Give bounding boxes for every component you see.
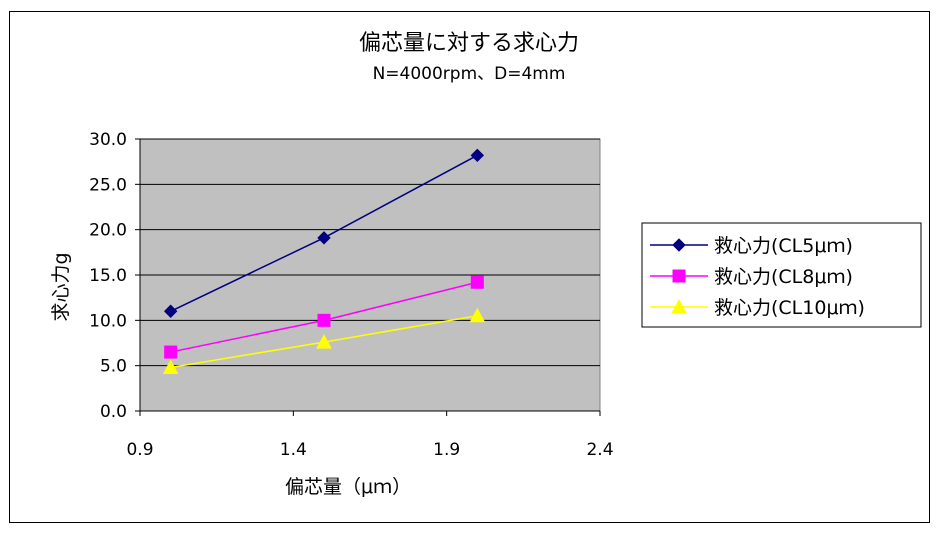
legend: 救心力(CL5μｍ) 救心力(CL8μｍ) 救心力(CL10μｍ) (641, 222, 922, 328)
y-axis-title: 求心力g (50, 252, 72, 321)
data-point-diamond (163, 304, 178, 318)
data-point-triangle (162, 359, 179, 374)
y-tick-label: 0.0 (100, 402, 127, 422)
chart-frame: 偏芯量に対する求心力 N=4000rpm、D=4mm 0.0 5.0 10.0 15.… (9, 11, 930, 523)
legend-label: 救心力(CL8μｍ) (714, 266, 853, 288)
data-point-diamond (470, 148, 485, 163)
y-axis-ticks: 0.0 5.0 10.0 15.0 20.0 25.0 30.0 (89, 130, 141, 422)
data-point-triangle (469, 307, 486, 323)
data-point-diamond (672, 238, 686, 252)
x-tick-label: 1.4 (280, 440, 307, 460)
legend-label: 救心力(CL5μｍ) (714, 235, 853, 257)
chart-subtitle: N=4000rpm、D=4mm (373, 64, 566, 84)
y-tick-label: 5.0 (100, 357, 127, 377)
x-tick-label: 0.9 (126, 440, 153, 460)
plot-area (139, 138, 601, 412)
legend-item-2: 救心力(CL8μｍ) (650, 266, 853, 288)
series-3 (162, 307, 486, 374)
series-1 (163, 148, 485, 318)
chart-svg: 偏芯量に対する求心力 N=4000rpm、D=4mm 0.0 5.0 10.0 15.… (50, 31, 922, 498)
data-point-square (317, 313, 331, 327)
data-point-square (470, 275, 484, 289)
data-point-diamond (317, 231, 331, 245)
x-axis-title: 偏芯量（μｍ） (285, 476, 411, 498)
data-point-square (164, 345, 178, 359)
y-tick-label: 25.0 (89, 175, 127, 195)
y-tick-label: 10.0 (89, 311, 127, 331)
y-tick-label: 15.0 (89, 266, 127, 286)
legend-item-3: 救心力(CL10μｍ) (650, 297, 865, 319)
y-tick-label: 20.0 (89, 221, 127, 241)
data-point-square (672, 269, 686, 283)
data-point-triangle (316, 334, 332, 349)
legend-item-1: 救心力(CL5μｍ) (650, 235, 853, 257)
x-axis-ticks: 0.9 1.4 1.9 2.4 (126, 410, 614, 460)
chart-title: 偏芯量に対する求心力 (359, 31, 579, 56)
series-2 (164, 275, 484, 359)
x-tick-label: 2.4 (586, 440, 613, 460)
legend-box (641, 222, 922, 328)
x-tick-label: 1.9 (433, 440, 460, 460)
series-layer (162, 148, 486, 374)
legend-label: 救心力(CL10μｍ) (714, 297, 865, 319)
y-tick-label: 30.0 (89, 130, 127, 150)
data-point-triangle (671, 298, 687, 314)
